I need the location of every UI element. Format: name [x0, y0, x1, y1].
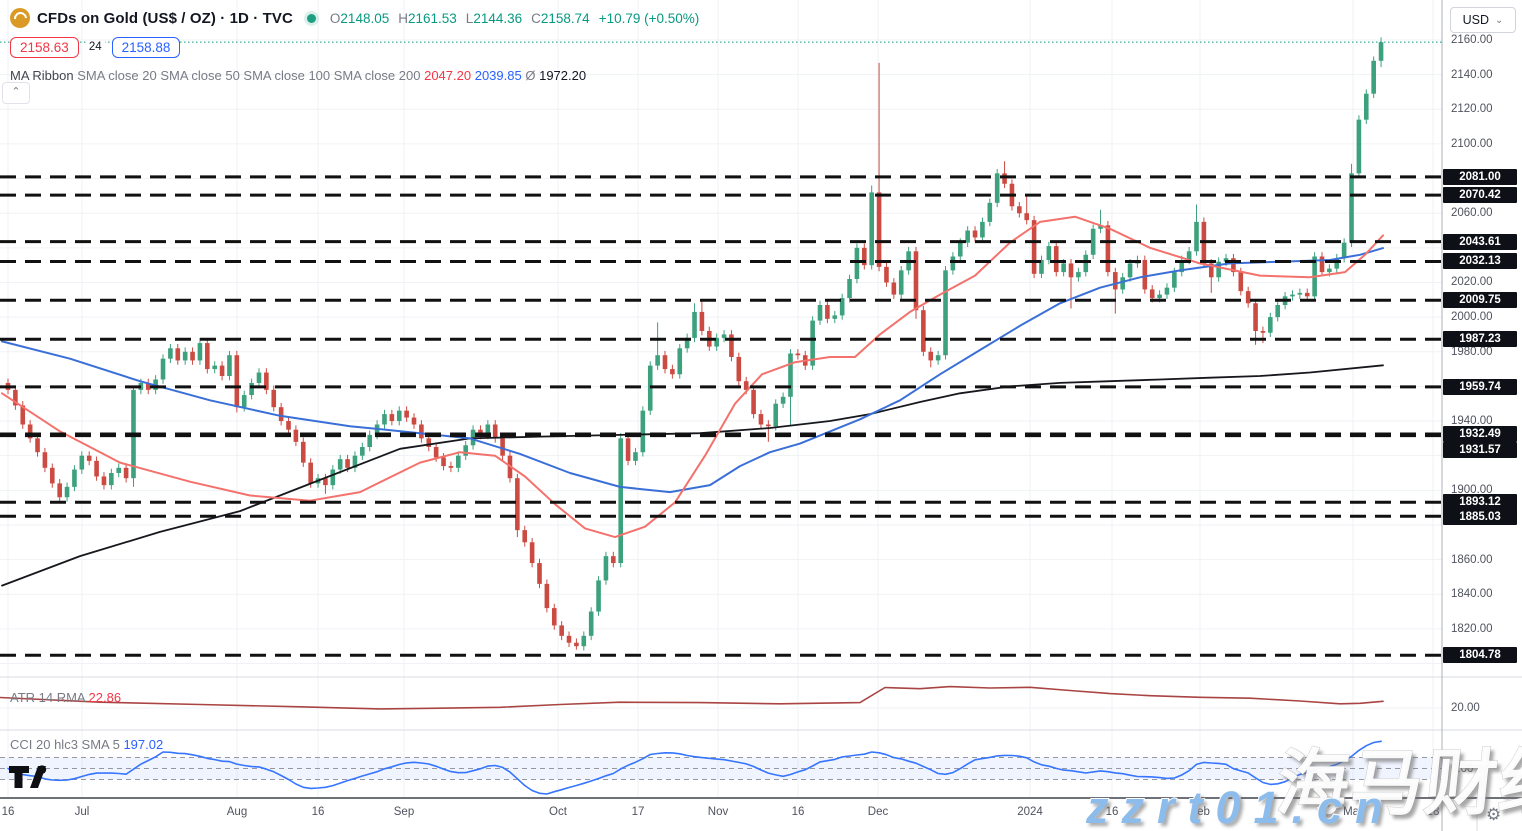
time-label: 16: [791, 806, 805, 818]
ma-ribbon-params: SMA close 20 SMA close 50 SMA close 100 …: [77, 68, 421, 83]
symbol-title[interactable]: CFDs on Gold (US$ / OZ) · 1D · TVC: [37, 9, 293, 27]
high-value: 2161.53: [407, 10, 457, 26]
time-label: 18: [1426, 806, 1440, 818]
ma-ribbon-title: MA Ribbon: [10, 68, 74, 83]
atr-value: 22.86: [88, 690, 122, 705]
level-price-label: 1893.12: [1443, 494, 1517, 511]
ohlc-values: O2148.05 H2161.53 L2144.36 C2158.74 +10.…: [329, 10, 700, 26]
market-open-dot-icon[interactable]: [306, 13, 316, 23]
cci-title: CCI 20 hlc3 SMA 5: [10, 737, 120, 752]
time-label: 16: [1, 806, 15, 818]
price-tick: 1820.00: [1451, 622, 1493, 635]
level-price-label: 2032.13: [1443, 253, 1517, 270]
price-tick: 1860.00: [1451, 553, 1493, 566]
price-tick: 2060.00: [1451, 207, 1493, 220]
time-label: Dec: [867, 806, 889, 818]
time-label: Mar: [1343, 806, 1363, 818]
spread-value: 24: [85, 41, 105, 53]
cci-value: 197.02: [123, 737, 164, 752]
ma-ribbon-legend[interactable]: MA Ribbon SMA close 20 SMA close 50 SMA …: [10, 68, 699, 83]
time-label: 16: [1105, 806, 1119, 818]
cci-legend[interactable]: CCI 20 hlc3 SMA 5 197.02: [10, 737, 163, 752]
time-label: 2024: [1017, 806, 1043, 818]
atr-title: ATR 14 RMA: [10, 690, 85, 705]
time-label: Feb: [1190, 806, 1210, 818]
close-value: 2158.74: [540, 10, 590, 26]
level-price-label: 1885.03: [1443, 509, 1517, 526]
change-value: +10.79 (+0.50%): [598, 10, 700, 26]
tradingview-logo[interactable]: [8, 765, 48, 789]
level-price-label: 1804.78: [1443, 647, 1517, 664]
level-price-label: 1931.57: [1443, 441, 1517, 458]
price-tick: 1900.00: [1451, 484, 1493, 497]
level-price-label: 2043.61: [1443, 233, 1517, 250]
level-price-label: 1959.74: [1443, 378, 1517, 395]
time-label: Nov: [707, 806, 729, 818]
level-price-label: 1932.49: [1443, 426, 1517, 443]
price-tick: 1940.00: [1451, 415, 1493, 428]
level-price-label: 2081.00: [1443, 168, 1517, 185]
currency-dropdown[interactable]: USD ⌄: [1450, 7, 1516, 33]
price-tick: 2120.00: [1451, 103, 1493, 116]
chevron-down-icon: ⌄: [1495, 14, 1504, 26]
price-tick: 2100.00: [1451, 137, 1493, 150]
symbol-legend: CFDs on Gold (US$ / OZ) · 1D · TVC O2148…: [10, 6, 699, 83]
price-tick: 2140.00: [1451, 68, 1493, 81]
time-label: 16: [311, 806, 325, 818]
atr-tick: 20.00: [1451, 702, 1480, 714]
cci-tick: 0.00: [1451, 762, 1474, 775]
settings-gear-icon[interactable]: ⚙: [1486, 805, 1502, 824]
time-label: Jul: [74, 806, 90, 818]
legend-collapse-button[interactable]: ⌃: [2, 82, 30, 104]
buy-ask-button[interactable]: 2158.88: [111, 36, 181, 58]
sell-bid-button[interactable]: 2158.63: [10, 36, 79, 58]
sma200-value: 1972.20: [539, 68, 587, 83]
time-label: 17: [631, 806, 645, 818]
gold-coin-icon: [10, 8, 30, 28]
price-tick: 2000.00: [1451, 311, 1493, 324]
low-value: 2144.36: [473, 10, 523, 26]
level-price-label: 2070.42: [1443, 187, 1517, 204]
sma100-hidden-icon: Ø: [525, 68, 536, 83]
price-tick: 2020.00: [1451, 276, 1493, 289]
price-tick: 1980.00: [1451, 345, 1493, 358]
sma20-value: 2047.20: [424, 68, 472, 83]
price-tick: 2160.00: [1451, 34, 1493, 46]
currency-label: USD: [1462, 13, 1489, 27]
time-label: Oct: [549, 806, 567, 818]
open-value: 2148.05: [340, 10, 390, 26]
level-price-label: 2009.75: [1443, 292, 1517, 309]
time-label: Aug: [226, 806, 248, 818]
level-price-label: 1987.23: [1443, 331, 1517, 348]
time-axis[interactable]: 16 Jul Aug 16 Sep Oct 17 Nov 16 Dec 2024 16 Feb Mar 18: [0, 798, 1522, 831]
price-tick: 1840.00: [1451, 588, 1493, 601]
sma50-value: 2039.85: [474, 68, 522, 83]
atr-legend[interactable]: ATR 14 RMA 22.86: [10, 690, 121, 705]
price-axis[interactable]: 2160.00 2140.00 2120.00 2100.00 2060.00 2020.…: [1442, 0, 1522, 831]
time-label: Sep: [393, 806, 415, 818]
